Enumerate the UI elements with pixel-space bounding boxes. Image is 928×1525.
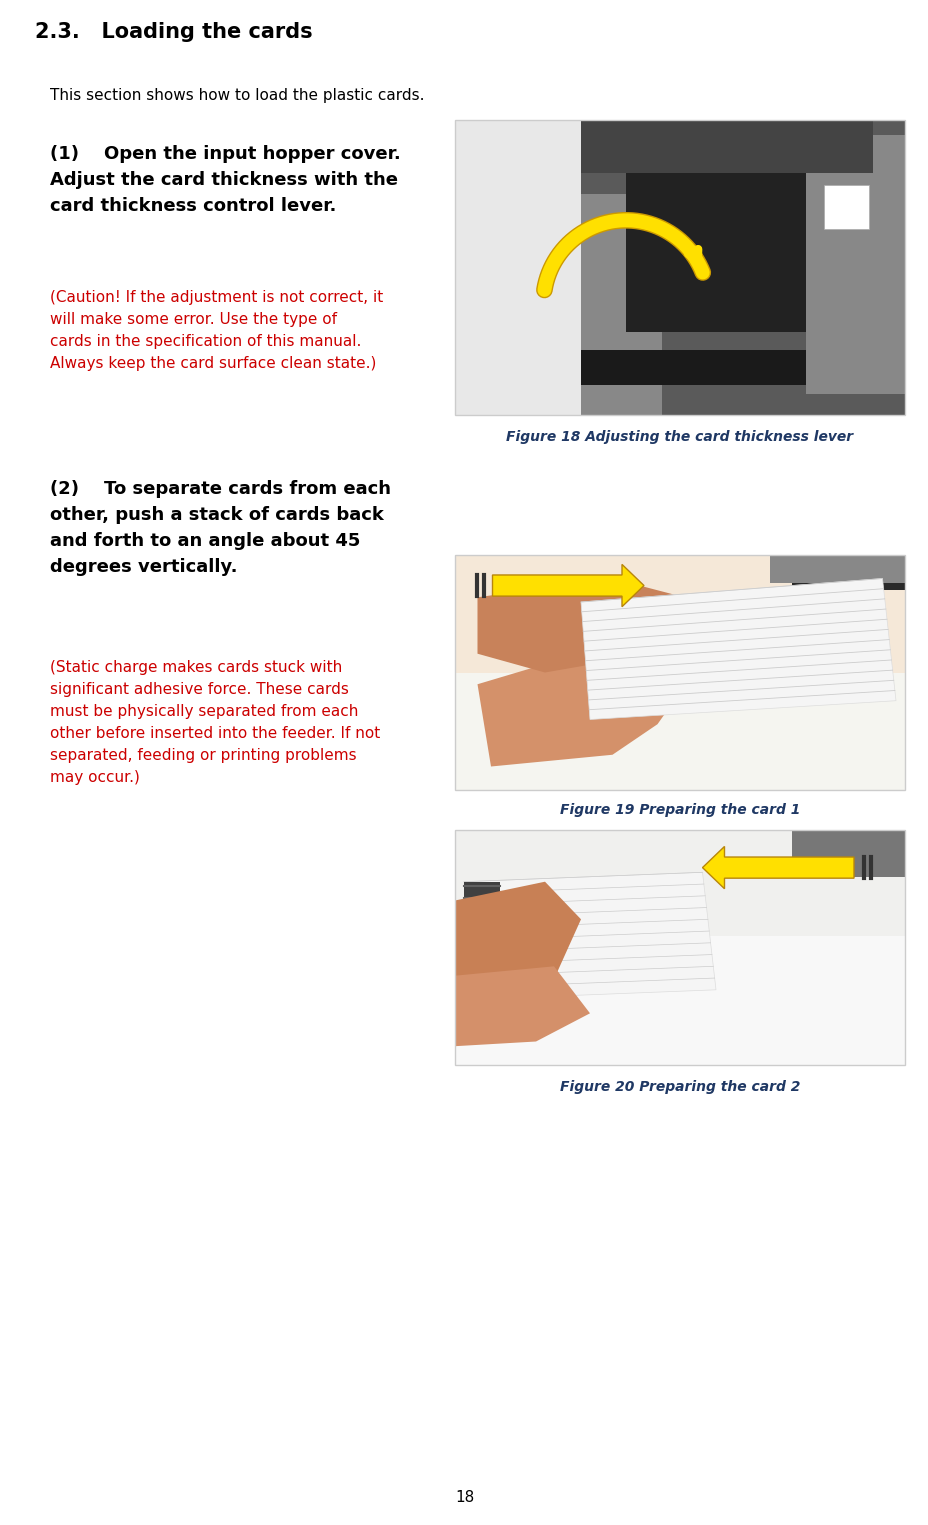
Text: This section shows how to load the plastic cards.: This section shows how to load the plast… bbox=[50, 88, 424, 104]
Polygon shape bbox=[455, 881, 580, 1013]
Bar bbox=[455, 830, 904, 1064]
Text: degrees vertically.: degrees vertically. bbox=[50, 558, 238, 576]
Polygon shape bbox=[477, 578, 702, 673]
Text: Adjust the card thickness with the: Adjust the card thickness with the bbox=[50, 171, 397, 189]
Bar bbox=[580, 194, 662, 415]
Text: must be physically separated from each: must be physically separated from each bbox=[50, 705, 358, 718]
Text: Figure 20 Preparing the card 2: Figure 20 Preparing the card 2 bbox=[560, 1080, 799, 1093]
Bar bbox=[580, 120, 904, 415]
Bar bbox=[455, 673, 904, 790]
Bar bbox=[455, 120, 904, 415]
Text: will make some error. Use the type of: will make some error. Use the type of bbox=[50, 313, 337, 326]
Text: Figure 18 Adjusting the card thickness lever: Figure 18 Adjusting the card thickness l… bbox=[506, 430, 853, 444]
Bar bbox=[806, 830, 904, 859]
Bar bbox=[580, 351, 806, 386]
Polygon shape bbox=[702, 846, 853, 889]
Text: Always keep the card surface clean state.): Always keep the card surface clean state… bbox=[50, 355, 376, 371]
Text: may occur.): may occur.) bbox=[50, 770, 140, 785]
Text: (Static charge makes cards stuck with: (Static charge makes cards stuck with bbox=[50, 660, 342, 676]
Bar bbox=[625, 156, 828, 332]
Text: other, push a stack of cards back: other, push a stack of cards back bbox=[50, 506, 383, 525]
Bar bbox=[806, 134, 904, 395]
Bar bbox=[792, 830, 904, 877]
Text: card thickness control lever.: card thickness control lever. bbox=[50, 197, 336, 215]
Polygon shape bbox=[463, 872, 715, 999]
Bar bbox=[792, 555, 904, 590]
Polygon shape bbox=[477, 637, 702, 767]
Bar bbox=[769, 555, 904, 583]
Text: separated, feeding or printing problems: separated, feeding or printing problems bbox=[50, 747, 356, 762]
Bar bbox=[455, 120, 904, 415]
Bar bbox=[455, 120, 612, 415]
Polygon shape bbox=[492, 564, 643, 607]
Bar bbox=[455, 555, 904, 790]
Text: significant adhesive force. These cards: significant adhesive force. These cards bbox=[50, 682, 349, 697]
Text: 2.3.   Loading the cards: 2.3. Loading the cards bbox=[35, 21, 313, 43]
Bar bbox=[823, 185, 868, 229]
Text: other before inserted into the feeder. If not: other before inserted into the feeder. I… bbox=[50, 726, 380, 741]
Text: (2)    To separate cards from each: (2) To separate cards from each bbox=[50, 480, 391, 499]
Text: Figure 19 Preparing the card 1: Figure 19 Preparing the card 1 bbox=[560, 804, 799, 817]
Bar bbox=[455, 830, 904, 1064]
Text: (Caution! If the adjustment is not correct, it: (Caution! If the adjustment is not corre… bbox=[50, 290, 383, 305]
Bar bbox=[455, 936, 904, 1064]
Polygon shape bbox=[455, 967, 589, 1046]
Polygon shape bbox=[580, 578, 895, 720]
Bar bbox=[580, 120, 872, 174]
Text: and forth to an angle about 45: and forth to an angle about 45 bbox=[50, 532, 360, 551]
Text: cards in the specification of this manual.: cards in the specification of this manua… bbox=[50, 334, 361, 349]
Bar bbox=[463, 881, 499, 964]
Text: (1)    Open the input hopper cover.: (1) Open the input hopper cover. bbox=[50, 145, 400, 163]
Bar bbox=[455, 555, 904, 790]
Text: 18: 18 bbox=[455, 1490, 473, 1505]
